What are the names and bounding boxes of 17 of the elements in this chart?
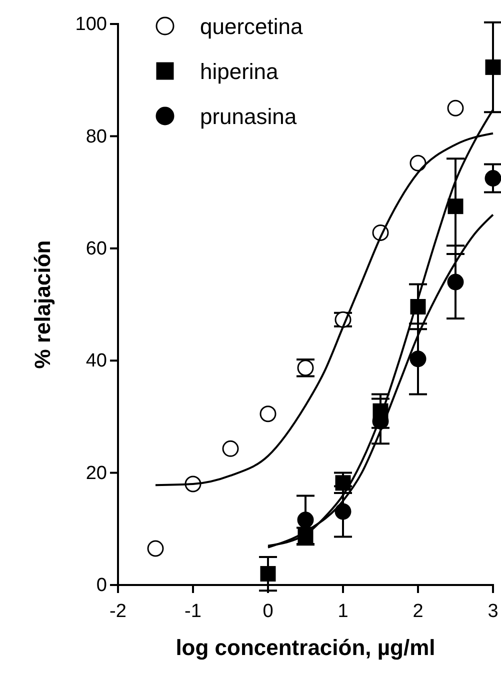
y-tick-label: 60 bbox=[86, 238, 107, 260]
x-tick-label: -2 bbox=[110, 600, 126, 622]
legend-label: hiperina bbox=[200, 59, 280, 84]
y-tick-label: 100 bbox=[75, 14, 107, 36]
legend-label: prunasina bbox=[200, 104, 298, 129]
y-tick-label: 20 bbox=[86, 462, 107, 484]
y-tick-label: 0 bbox=[96, 575, 107, 596]
y-tick-label: 40 bbox=[86, 350, 107, 372]
legend-label: quercetina bbox=[200, 14, 304, 39]
y-axis-title: % relajación bbox=[30, 240, 55, 369]
x-tick-label: 0 bbox=[262, 600, 274, 622]
x-tick-label: 2 bbox=[412, 600, 424, 622]
x-axis-title: log concentración, µg/ml bbox=[176, 635, 436, 660]
x-tick-label: 3 bbox=[488, 600, 498, 622]
x-tick-label: 1 bbox=[338, 600, 348, 622]
x-tick-label: -1 bbox=[184, 600, 202, 622]
y-tick-label: 80 bbox=[86, 126, 107, 148]
